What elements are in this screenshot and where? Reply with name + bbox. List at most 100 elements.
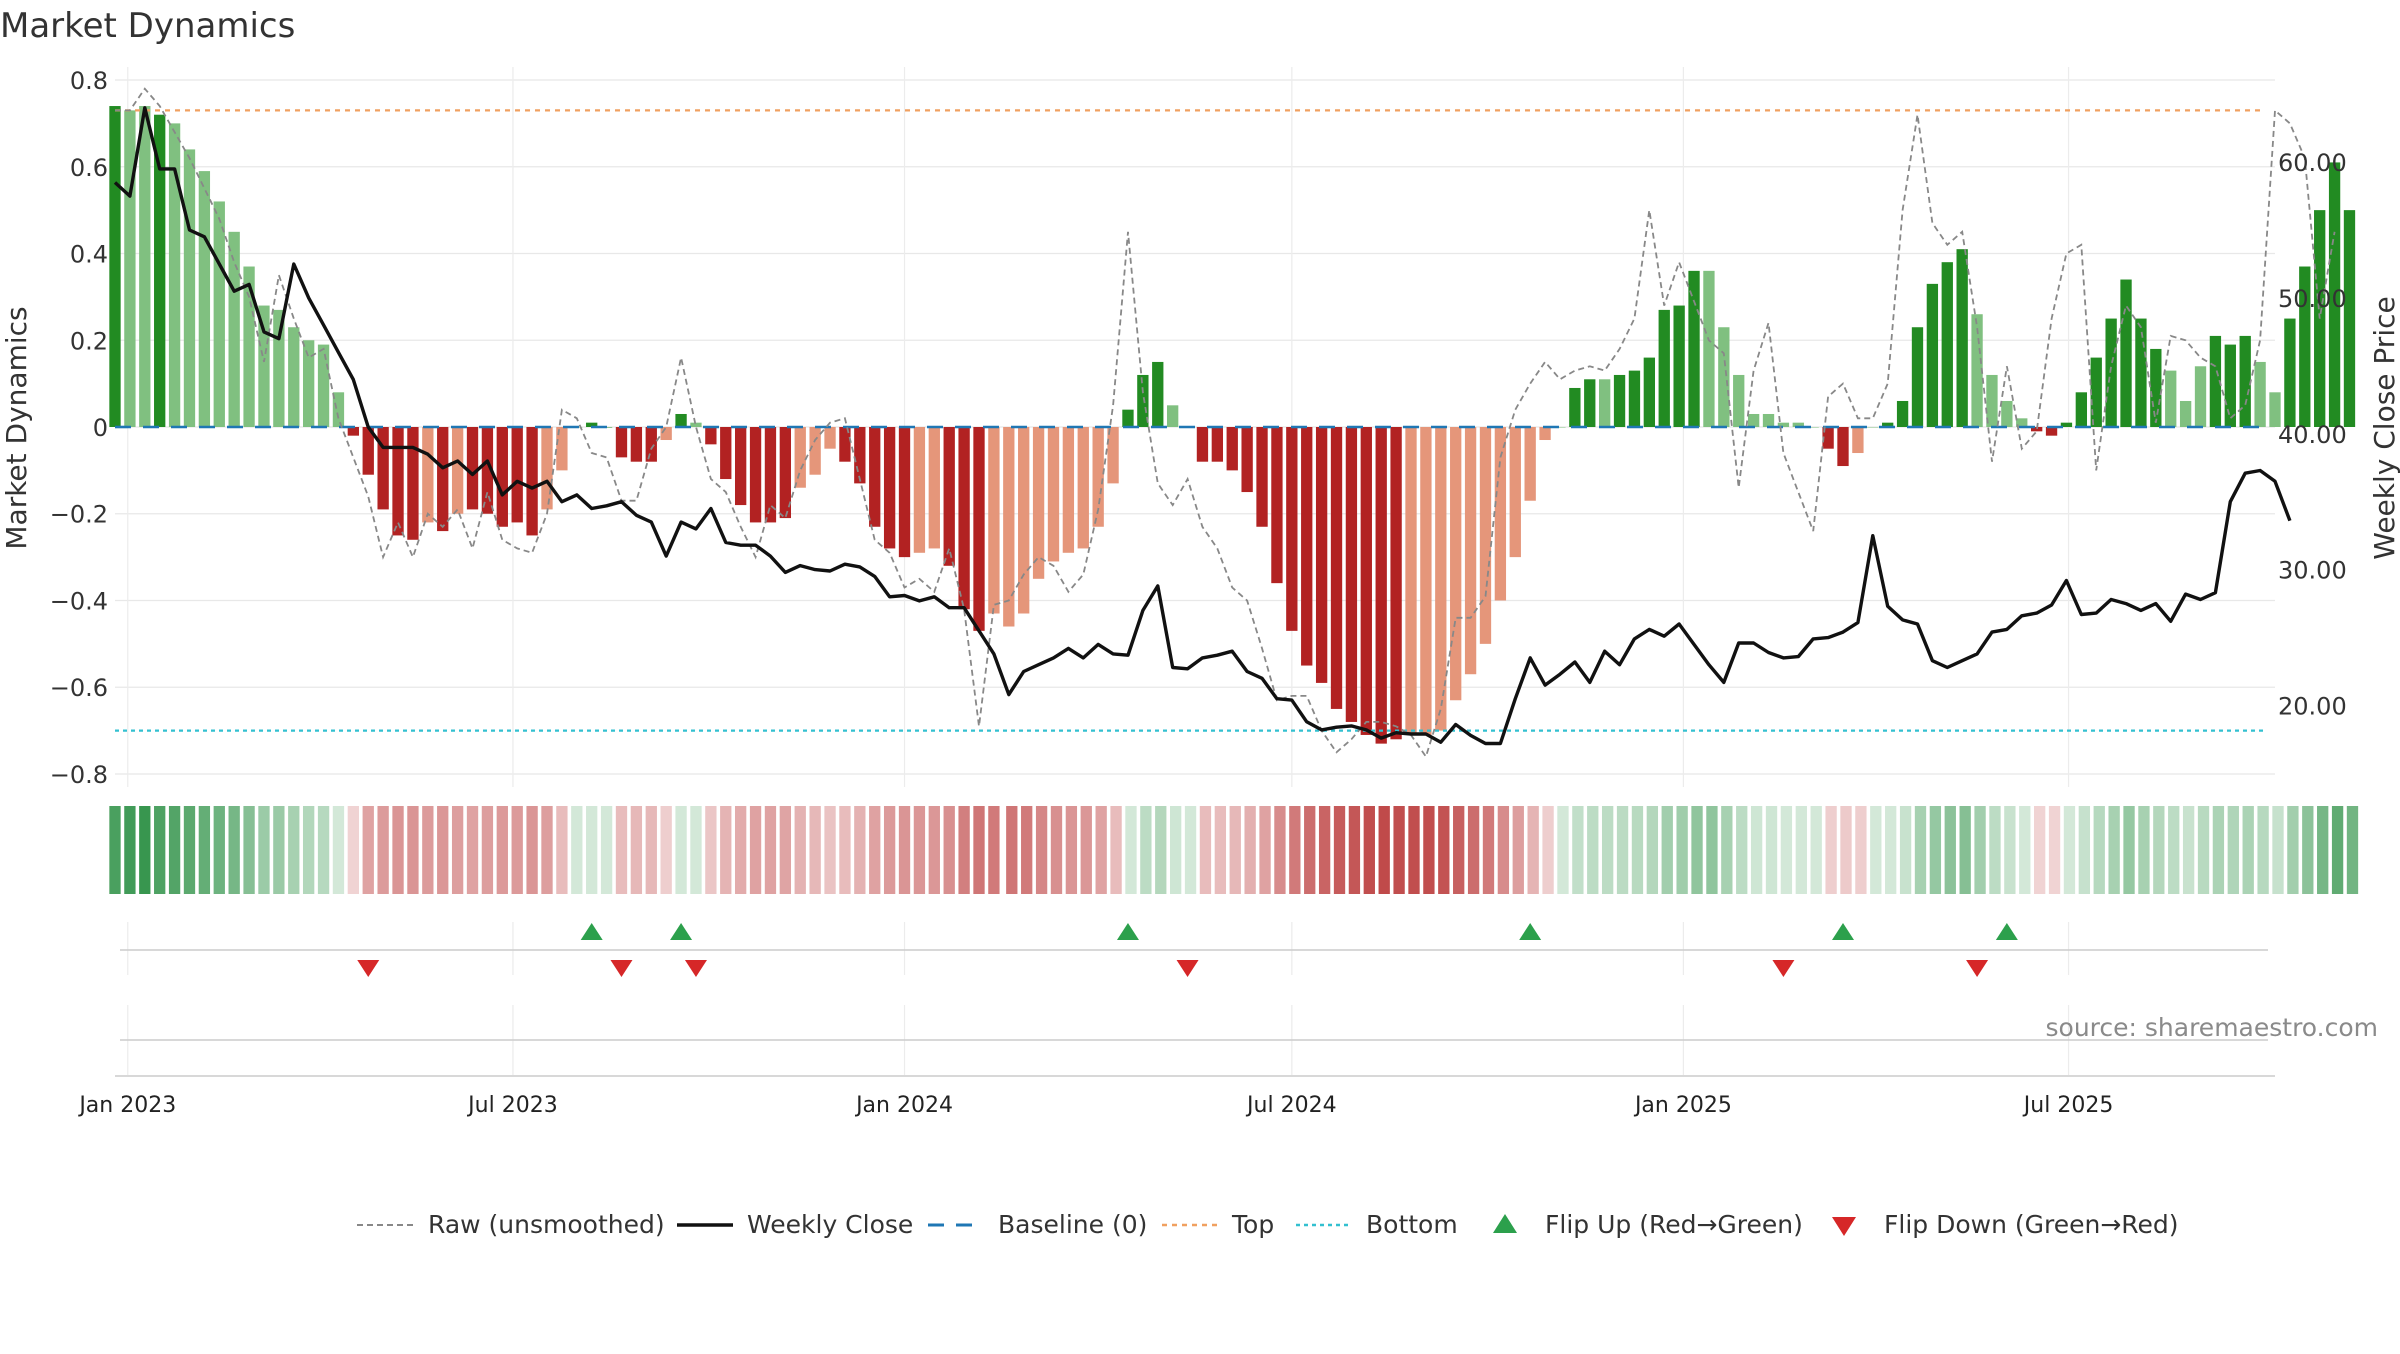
dynamics-bar — [1822, 427, 1834, 449]
band-cell — [720, 806, 732, 894]
band-cell — [898, 806, 911, 894]
dynamics-bar — [1286, 427, 1298, 631]
band-cell — [600, 806, 613, 894]
band-cell — [1646, 806, 1659, 894]
dynamics-bar — [541, 427, 553, 510]
band-cell — [124, 806, 136, 894]
band-cell — [288, 806, 300, 894]
flip-up-marker — [580, 923, 603, 940]
flip-down-marker — [610, 960, 633, 977]
dynamics-bar — [720, 427, 732, 480]
band-cell — [1304, 806, 1316, 894]
band-cell — [1021, 806, 1033, 894]
band-cell — [2063, 806, 2076, 894]
band-cell — [1616, 806, 1629, 894]
band-cell — [1810, 806, 1822, 894]
band-cell — [645, 806, 657, 894]
dynamics-bar — [1956, 249, 1968, 427]
band-cell — [2331, 806, 2344, 894]
band-cell — [273, 806, 285, 894]
band-cell — [392, 806, 404, 894]
y-tick-label: 0.2 — [70, 327, 108, 355]
band-cell — [1512, 806, 1524, 894]
band-cell — [168, 806, 181, 894]
band-cell — [988, 806, 1000, 894]
dynamics-bar — [958, 427, 970, 610]
flip-down-marker — [357, 960, 380, 977]
band-cell — [1467, 806, 1480, 894]
dynamics-bar — [556, 427, 568, 471]
band-cell — [1676, 806, 1688, 894]
flip-down-marker — [1176, 960, 1199, 977]
y-tick-label: −0.6 — [50, 674, 108, 702]
dynamics-bar — [1092, 427, 1104, 527]
dynamics-bar — [2194, 366, 2207, 427]
band-cell — [2212, 806, 2225, 894]
dynamics-bar — [243, 266, 255, 427]
dynamics-bar — [2209, 335, 2222, 427]
band-cell — [1080, 806, 1092, 894]
dynamics-bar — [526, 427, 538, 536]
band-cell — [347, 806, 360, 894]
band-cell — [2033, 806, 2046, 894]
dynamics-bar — [1450, 427, 1462, 701]
band-cell — [734, 806, 747, 894]
band-cell — [1438, 806, 1450, 894]
dynamics-bar — [1152, 361, 1164, 427]
dynamics-bar — [213, 201, 225, 427]
dynamics-bar — [422, 427, 434, 523]
colour-band — [109, 806, 2359, 894]
dynamics-bar — [1018, 427, 1030, 614]
dynamics-bar — [2150, 348, 2162, 427]
dynamics-bar — [1971, 314, 1983, 427]
band-cell — [1199, 806, 1212, 894]
band-cell — [1870, 806, 1882, 894]
dynamics-bar — [496, 427, 508, 527]
dynamics-bar — [1643, 357, 1656, 427]
band-cell — [1035, 806, 1048, 894]
dynamics-bar — [407, 427, 419, 540]
band-cell — [883, 806, 896, 894]
band-cell — [2108, 806, 2120, 894]
dynamics-bar — [943, 427, 955, 566]
band-cell — [973, 806, 985, 894]
x-tick-label: Jan 2024 — [854, 1093, 953, 1118]
dynamics-bar — [809, 427, 821, 475]
flip-up-marker — [1519, 923, 1542, 940]
y-tick-label: 0.8 — [70, 67, 108, 95]
y-tick-label: 0.6 — [70, 154, 108, 182]
band-cell — [466, 806, 479, 894]
band-cell — [183, 806, 196, 894]
dynamics-bar — [168, 123, 181, 427]
band-cell — [1706, 806, 1718, 894]
band-cell — [1214, 806, 1227, 894]
dynamics-bar — [2239, 335, 2251, 427]
y-tick-label: −0.8 — [50, 761, 108, 789]
band-cell — [556, 806, 568, 894]
band-cell — [481, 806, 494, 894]
band-cell — [2317, 806, 2329, 894]
dynamics-bar — [1390, 427, 1402, 740]
dynamics-bar — [1405, 427, 1417, 735]
band-cell — [2168, 806, 2180, 894]
dynamics-bar — [451, 427, 464, 514]
flip-down-marker — [1966, 960, 1989, 977]
band-cell — [2227, 806, 2239, 894]
band-cell — [958, 806, 970, 894]
dynamics-bar — [883, 427, 896, 549]
band-cell — [854, 806, 866, 894]
x-tick-label: Jul 2024 — [1245, 1093, 1337, 1118]
dynamics-bar — [1345, 427, 1358, 722]
band-cell — [1348, 806, 1361, 894]
dynamics-bar — [2120, 279, 2132, 427]
band-cell — [1155, 806, 1167, 894]
legend-flip-down-swatch — [1832, 1217, 1856, 1236]
band-cell — [1989, 806, 2001, 894]
dynamics-bar — [124, 110, 136, 427]
x-tick-label: Jan 2025 — [1633, 1093, 1732, 1118]
dynamics-bar — [1420, 427, 1432, 735]
dynamics-bar — [2030, 427, 2043, 432]
dynamics-bar — [2179, 400, 2192, 427]
dynamics-bar — [1479, 427, 1492, 644]
